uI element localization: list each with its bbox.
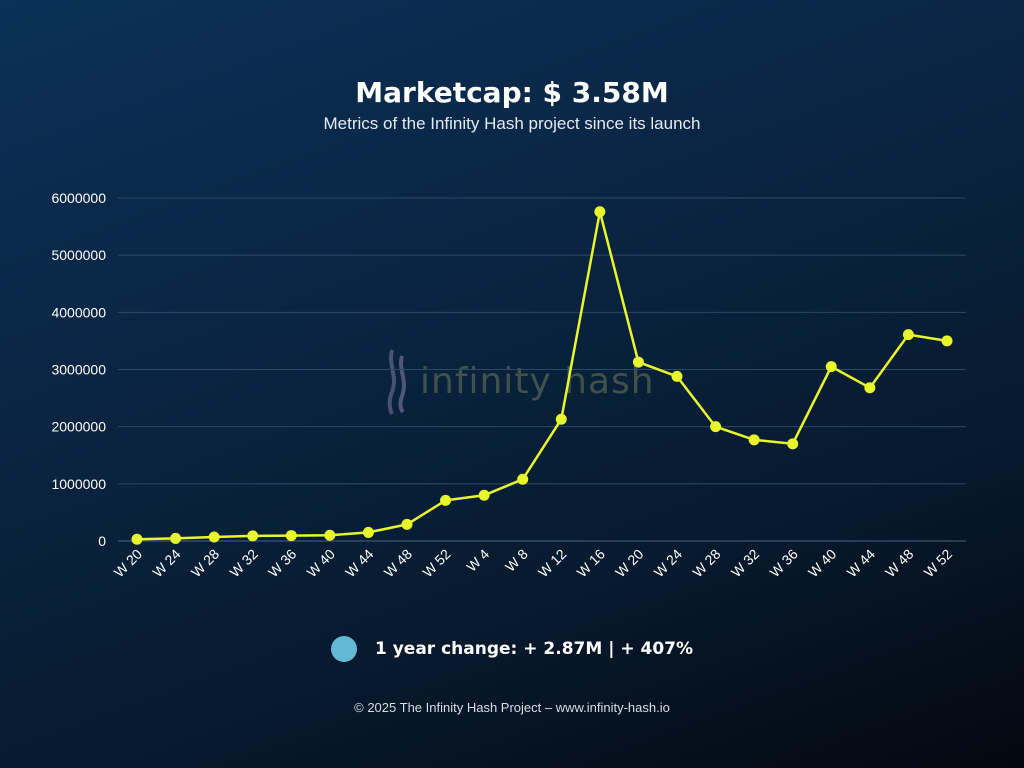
x-tick-label: W 32 — [226, 546, 261, 581]
x-tick-label: W 16 — [574, 546, 609, 581]
data-point — [285, 530, 297, 542]
y-tick-label: 2000000 — [51, 419, 106, 435]
data-point — [710, 421, 722, 433]
x-tick-label: W 12 — [535, 546, 570, 581]
legend-marker — [330, 636, 357, 662]
x-tick-label: W 44 — [342, 546, 377, 581]
data-point — [825, 361, 837, 373]
watermark-text: infinity hash — [420, 360, 655, 402]
x-tick-label: W 24 — [651, 546, 686, 581]
x-tick-label: W 52 — [921, 546, 956, 581]
data-point — [401, 518, 413, 530]
data-point — [748, 434, 760, 446]
x-tick-label: W 32 — [728, 546, 763, 581]
series-line — [136, 210, 948, 541]
line-chart: 0 1000000 2000000 3000000 4000000 5000000 6000… — [51, 190, 966, 581]
x-tick-label: W 4 — [463, 546, 492, 575]
data-point — [208, 531, 220, 543]
x-tick-label: W 28 — [188, 546, 223, 581]
data-point — [787, 438, 799, 450]
legend-text: 1 year change: + 2.87M | + 407% — [374, 639, 694, 659]
x-tick-label: W 24 — [149, 546, 184, 581]
footer-copyright: © 2025 The Infinity Hash Project – www.i… — [354, 700, 670, 715]
infinity-hash-logo-icon — [387, 349, 406, 415]
data-point — [902, 329, 914, 341]
watermark: infinity hash — [384, 346, 655, 416]
y-tick-label: 5000000 — [51, 247, 106, 263]
y-tick-label: 3000000 — [51, 362, 106, 378]
x-tick-label: W 36 — [265, 546, 300, 581]
y-tick-label: 1000000 — [51, 476, 106, 492]
data-point — [555, 413, 567, 425]
chart-subtitle: Metrics of the Infinity Hash project sin… — [323, 114, 701, 133]
x-tick-label: W 28 — [689, 546, 724, 581]
x-tick-label: W 20 — [111, 546, 146, 581]
x-tick-label: W 48 — [381, 546, 416, 581]
data-point — [131, 533, 143, 545]
data-point — [941, 335, 953, 347]
data-point — [362, 526, 374, 538]
data-point — [594, 206, 606, 218]
y-tick-label: 0 — [98, 533, 106, 549]
y-tick-label: 6000000 — [51, 190, 106, 206]
x-tick-label: W 40 — [304, 546, 339, 581]
data-point — [517, 473, 529, 485]
data-point — [324, 529, 336, 541]
chart-title: Marketcap: $ 3.58M — [355, 76, 669, 109]
x-tick-label: W 40 — [805, 546, 840, 581]
data-point — [864, 382, 876, 394]
x-tick-label: W 20 — [612, 546, 647, 581]
data-point — [170, 532, 182, 544]
data-point — [440, 494, 452, 506]
x-tick-label: W 44 — [844, 546, 879, 581]
x-tick-label: W 48 — [882, 546, 917, 581]
legend: 1 year change: + 2.87M | + 407% — [0, 636, 1024, 662]
data-point — [247, 530, 259, 542]
x-tick-label: W 8 — [502, 546, 531, 575]
data-point — [478, 489, 490, 501]
data-point — [671, 370, 683, 382]
y-tick-label: 4000000 — [51, 304, 106, 320]
x-tick-label: W 52 — [419, 546, 454, 581]
data-point — [632, 356, 644, 368]
x-tick-label: W 36 — [766, 546, 801, 581]
